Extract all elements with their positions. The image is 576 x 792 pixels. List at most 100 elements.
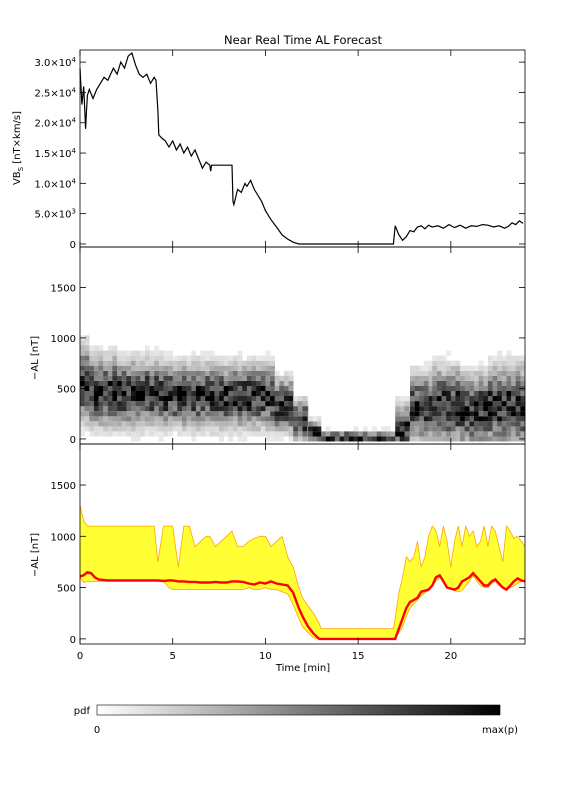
pdf-cell (455, 396, 461, 402)
pdf-cell (214, 431, 220, 437)
pdf-cell (117, 416, 122, 422)
pdf-cell (325, 426, 331, 432)
pdf-cell (186, 375, 192, 381)
pdf-cell (144, 431, 150, 437)
pdf-cell (112, 365, 118, 371)
pdf-cell (256, 426, 261, 432)
pdf-cell (154, 391, 160, 397)
pdf-cell (163, 365, 169, 371)
pdf-cell (297, 436, 303, 442)
pdf-cell (117, 391, 122, 397)
pdf-cell (200, 406, 206, 412)
pdf-cell (399, 396, 405, 402)
pdf-cell (464, 375, 470, 381)
pdf-cell (80, 365, 85, 371)
pdf-cell (302, 431, 308, 437)
pdf-cell (274, 416, 280, 422)
pdf-cell (149, 360, 155, 366)
pdf-cell (209, 370, 215, 376)
y-tick-label: 1000 (51, 334, 76, 345)
pdf-cell (446, 375, 452, 381)
pdf-cell (381, 436, 387, 442)
pdf-cell (450, 421, 456, 427)
pdf-cell (98, 375, 104, 381)
pdf-cell (98, 355, 104, 361)
pdf-cell (80, 416, 85, 422)
pdf-cell (126, 411, 132, 417)
pdf-cell (464, 411, 470, 417)
pdf-cell (191, 431, 197, 437)
pdf-cell (483, 365, 489, 371)
pdf-cell (135, 360, 141, 366)
pdf-cell (242, 365, 248, 371)
pdf-cell (117, 365, 122, 371)
pdf-cell (390, 436, 396, 442)
pdf-cell (274, 406, 280, 412)
pdf-cell (325, 431, 331, 437)
pdf-cell (144, 416, 150, 422)
pdf-cell (483, 416, 489, 422)
pdf-cell (168, 401, 173, 407)
pdf-cell (228, 396, 234, 402)
pdf-cell (501, 370, 507, 376)
pdf-cell (251, 355, 257, 361)
pdf-cell (436, 391, 442, 397)
pdf-cell (446, 426, 452, 432)
pdf-cell (270, 355, 275, 361)
pdf-cell (469, 431, 475, 437)
pdf-cell (256, 370, 261, 376)
pdf-cell (487, 365, 493, 371)
pdf-cell (237, 406, 243, 412)
pdf-cell (511, 391, 516, 397)
pdf-cell (492, 416, 498, 422)
pdf-cell (149, 416, 155, 422)
pdf-cell (200, 360, 206, 366)
pdf-cell (168, 416, 173, 422)
pdf-cell (158, 431, 164, 437)
pdf-cell (419, 426, 425, 432)
pdf-cell (455, 380, 461, 386)
pdf-cell (205, 380, 211, 386)
pdf-cell (455, 360, 461, 366)
pdf-cell (158, 391, 164, 397)
pdf-cell (497, 380, 503, 386)
pdf-cell (126, 375, 132, 381)
pdf-cell (214, 355, 220, 361)
pdf-cell (436, 396, 442, 402)
al-axes-frame (79, 443, 526, 645)
pdf-cell (163, 380, 169, 386)
pdf-cell (469, 406, 475, 412)
pdf-cell (436, 406, 442, 412)
pdf-cell (149, 380, 155, 386)
pdf-cell (515, 426, 521, 432)
pdf-cell (223, 431, 229, 437)
pdf-cell (376, 436, 382, 442)
pdf-cell (242, 436, 248, 442)
pdf-cell (520, 411, 526, 417)
pdf-cell (209, 401, 215, 407)
pdf-cell (131, 406, 136, 412)
pdf-cell (117, 355, 122, 361)
pdf-cell (284, 370, 289, 376)
pdf-cell (168, 411, 173, 417)
pdf-cell (520, 375, 526, 381)
pdf-cell (186, 401, 192, 407)
pdf-cell (284, 416, 289, 422)
pdf-cell (446, 421, 452, 427)
pdf-cell (177, 375, 183, 381)
pdf-cell (256, 380, 261, 386)
pdf-cell (288, 431, 294, 437)
pdf-cell (168, 355, 173, 361)
pdf-cell (474, 391, 479, 397)
pdf-cell (219, 411, 224, 417)
pdf-cell (242, 406, 248, 412)
pdf-cell (135, 370, 141, 376)
pdf-cell (158, 375, 164, 381)
pdf-cell (520, 355, 526, 361)
pdf-cell (474, 421, 479, 427)
pdf-cell (233, 355, 238, 361)
pdf-cell (419, 421, 425, 427)
pdf-cell (242, 431, 248, 437)
pdf-cell (302, 421, 308, 427)
pdf-cell (126, 380, 132, 386)
